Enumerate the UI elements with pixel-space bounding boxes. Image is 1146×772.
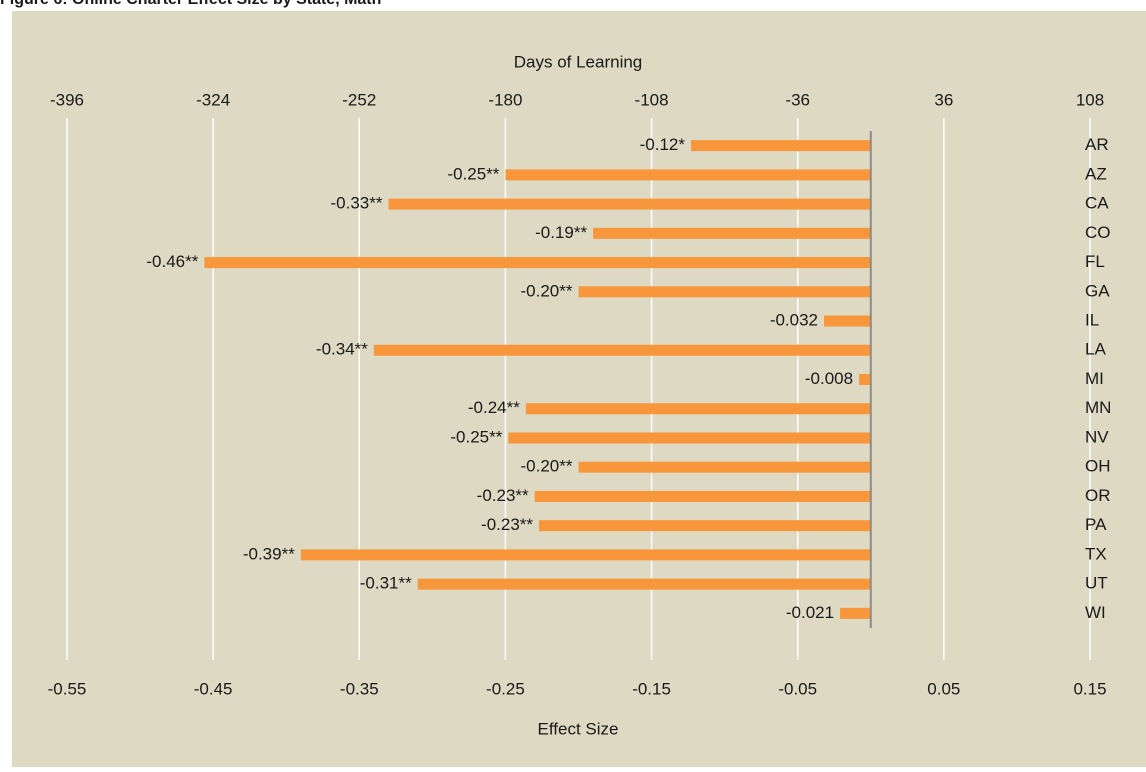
x-tick-label: -0.05 (778, 679, 817, 698)
x2-tick-label: -108 (635, 90, 669, 109)
data-label: -0.20** (521, 281, 573, 300)
bar (691, 140, 871, 152)
y-tick-label: MN (1085, 398, 1111, 417)
y-tick-label: OR (1085, 486, 1111, 505)
data-label: -0.021 (786, 603, 834, 622)
y-tick-label: NV (1085, 427, 1109, 446)
bar (578, 286, 871, 298)
x2-tick-label: 36 (934, 90, 953, 109)
y-tick-label: FL (1085, 252, 1105, 271)
x-tick-label: -0.45 (194, 679, 233, 698)
x-tick-label: -0.55 (48, 679, 87, 698)
y-tick-label: TX (1085, 544, 1107, 563)
data-label: -0.008 (805, 369, 853, 388)
x2-tick-label: -180 (488, 90, 522, 109)
y-tick-label: MI (1085, 369, 1104, 388)
data-label: -0.032 (770, 311, 818, 330)
x2-tick-label: -252 (342, 90, 376, 109)
bar (525, 403, 871, 415)
bar (417, 578, 871, 590)
y-tick-label: PA (1085, 515, 1107, 534)
y-tick-label: CA (1085, 194, 1109, 213)
bar (388, 198, 871, 210)
data-label: -0.24** (468, 398, 520, 417)
x2-tick-label: -36 (785, 90, 810, 109)
bar (300, 549, 871, 561)
y-tick-label: OH (1085, 457, 1111, 476)
y-tick-label: AR (1085, 135, 1109, 154)
y-tick-label: CO (1085, 223, 1111, 242)
bar (593, 227, 871, 239)
x2-tick-label: -324 (196, 90, 230, 109)
y-tick-label: AZ (1085, 164, 1107, 183)
x-tick-label: 0.05 (927, 679, 960, 698)
bar (859, 374, 871, 385)
chart-background (12, 11, 1146, 767)
bar (534, 490, 871, 502)
data-label: -0.25** (447, 164, 499, 183)
data-label: -0.39** (243, 544, 295, 563)
y-tick-label: IL (1085, 311, 1099, 330)
bar (840, 607, 871, 619)
data-label: -0.19** (535, 223, 587, 242)
chart-title: Figure 6: Online Charter Effect Size by … (0, 0, 381, 8)
x-axis-title: Effect Size (538, 719, 619, 738)
bar (578, 461, 871, 473)
y-tick-label: UT (1085, 574, 1108, 593)
data-label: -0.12* (640, 135, 686, 154)
x2-axis-title: Days of Learning (514, 52, 643, 71)
x-tick-label: -0.35 (340, 679, 379, 698)
x-tick-label: -0.25 (486, 679, 525, 698)
data-label: -0.25** (450, 427, 502, 446)
data-label: -0.34** (316, 340, 368, 359)
bar (505, 169, 871, 181)
bar (508, 432, 871, 444)
data-label: -0.23** (477, 486, 529, 505)
y-tick-label: WI (1085, 603, 1106, 622)
bar (824, 315, 871, 327)
data-label: -0.23** (481, 515, 533, 534)
x2-tick-label: -396 (50, 90, 84, 109)
data-label: -0.33** (331, 194, 383, 213)
data-label: -0.46** (146, 252, 198, 271)
x-tick-label: -0.15 (632, 679, 671, 698)
y-tick-label: GA (1085, 281, 1110, 300)
x2-tick-label: 108 (1076, 90, 1104, 109)
data-label: -0.20** (521, 457, 573, 476)
bar (204, 257, 871, 269)
bar (373, 344, 871, 356)
x-tick-label: 0.15 (1073, 679, 1106, 698)
bar (539, 520, 871, 532)
data-label: -0.31** (360, 574, 412, 593)
y-tick-label: LA (1085, 340, 1106, 359)
